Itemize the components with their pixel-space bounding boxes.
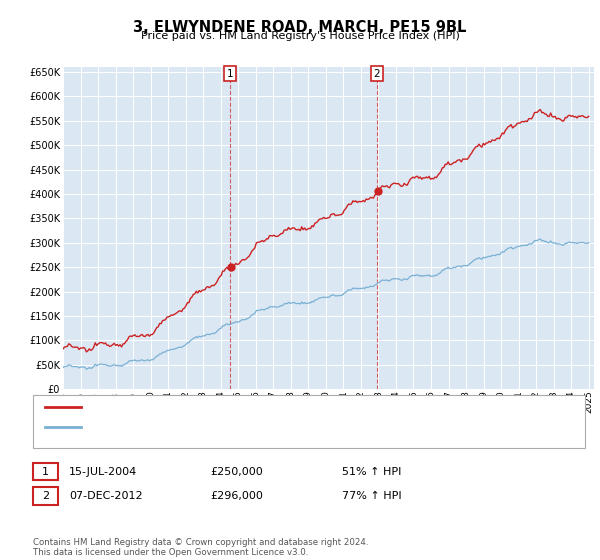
- Text: 15-JUL-2004: 15-JUL-2004: [69, 466, 137, 477]
- Text: Price paid vs. HM Land Registry's House Price Index (HPI): Price paid vs. HM Land Registry's House …: [140, 31, 460, 41]
- Text: 2: 2: [374, 69, 380, 79]
- Text: 51% ↑ HPI: 51% ↑ HPI: [342, 466, 401, 477]
- Text: HPI: Average price, detached house, Fenland: HPI: Average price, detached house, Fenl…: [87, 422, 321, 432]
- Text: 3, ELWYNDENE ROAD, MARCH, PE15 9BL: 3, ELWYNDENE ROAD, MARCH, PE15 9BL: [133, 20, 467, 35]
- Text: 07-DEC-2012: 07-DEC-2012: [69, 491, 143, 501]
- Text: £250,000: £250,000: [210, 466, 263, 477]
- Text: 77% ↑ HPI: 77% ↑ HPI: [342, 491, 401, 501]
- Text: £296,000: £296,000: [210, 491, 263, 501]
- Text: 1: 1: [227, 69, 233, 79]
- Text: Contains HM Land Registry data © Crown copyright and database right 2024.
This d: Contains HM Land Registry data © Crown c…: [33, 538, 368, 557]
- Text: 1: 1: [42, 466, 49, 477]
- Text: 3, ELWYNDENE ROAD, MARCH, PE15 9BL (detached house): 3, ELWYNDENE ROAD, MARCH, PE15 9BL (deta…: [87, 403, 393, 412]
- Text: 2: 2: [42, 491, 49, 501]
